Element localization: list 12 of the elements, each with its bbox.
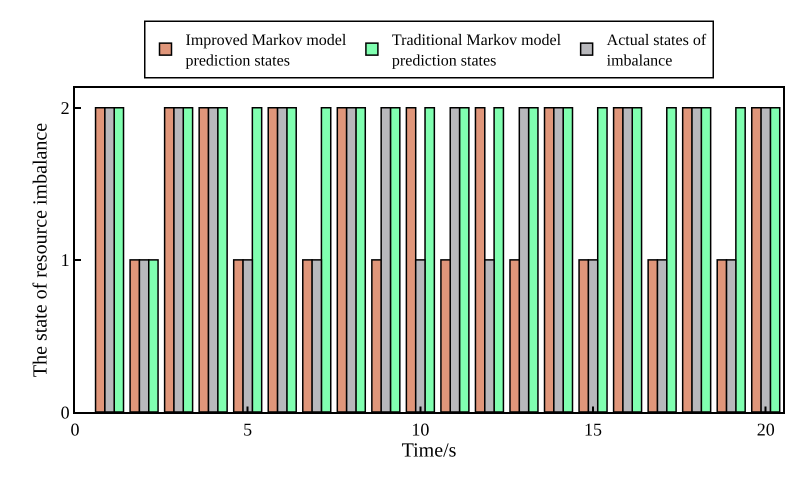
y-tick-label: 1 bbox=[60, 250, 70, 270]
legend-label: Improved Markov model prediction states bbox=[186, 32, 347, 70]
y-tick-label: 0 bbox=[60, 402, 70, 422]
x-tick-label: 10 bbox=[411, 419, 430, 440]
x-tick-label: 15 bbox=[584, 419, 602, 440]
legend-label: Actual states of imbalance bbox=[606, 32, 707, 70]
y-axis-title: The state of resource imbalance bbox=[30, 122, 52, 378]
x-tick-label: 5 bbox=[243, 419, 252, 440]
x-axis-title: Time/s bbox=[402, 439, 457, 462]
legend-label: Traditional Markov model prediction states bbox=[392, 32, 562, 70]
y-tick-label: 2 bbox=[60, 98, 70, 118]
x-tick-label: 20 bbox=[756, 419, 775, 440]
